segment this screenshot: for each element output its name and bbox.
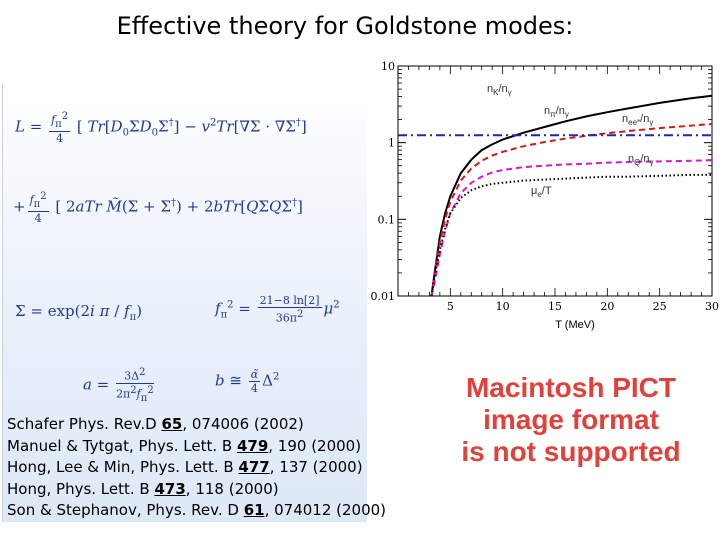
- x-tick-label: 30: [705, 300, 719, 313]
- y-tick-label: 1: [388, 137, 395, 150]
- reference-item: Manuel & Tytgat, Phys. Lett. B 479, 190 …: [7, 436, 362, 455]
- x-axis-label: T (MeV): [555, 319, 595, 331]
- fpi-definition: fπ2 = 21−8 ln[2] 36π2 μ2: [215, 294, 340, 325]
- slide-title: Effective theory for Goldstone modes:: [116, 12, 574, 40]
- reference-item: Schafer Phys. Rev.D 65, 074006 (2002): [7, 415, 304, 433]
- nk-series-line: [430, 94, 713, 297]
- pict-line: Macintosh PICT: [465, 372, 676, 403]
- a-definition: a = 3Δ2 2π2fπ2: [83, 367, 154, 404]
- sigma-definition: Σ = exp(2i π / fπ): [15, 302, 143, 323]
- nq-series-line: [430, 159, 713, 297]
- b-definition: b ≅ α̃ 4 Δ2: [215, 368, 280, 395]
- x-tick-label: 10: [496, 300, 510, 313]
- lagrangian-line-2: + fπ2 4 [ 2aTr M̃(Σ + Σ†) + 2bTr[QΣQΣ†]: [13, 191, 303, 225]
- series-label: μe/T: [531, 185, 552, 199]
- x-tick-label: 25: [653, 300, 667, 313]
- x-tick-label: 15: [548, 300, 562, 313]
- y-tick-label: 10: [381, 60, 395, 73]
- series-label: nπ/nγ: [544, 105, 569, 119]
- y-tick-label: 0.1: [378, 213, 396, 226]
- reference-item: Hong, Lee & Min, Phys. Lett. B 477, 137 …: [7, 458, 363, 476]
- x-tick-label: 5: [447, 300, 454, 313]
- reference-item: Son & Stephanov, Phys. Rev. D 61, 074012…: [7, 501, 387, 519]
- pict-unsupported-notice: Macintosh PICT image format is not suppo…: [436, 372, 706, 468]
- pict-line: image format: [483, 404, 659, 435]
- formula-panel: L = fπ2 4 [ Tr[D0ΣD0Σ†] − v2Tr[∇Σ · ∇Σ†] …: [2, 84, 367, 522]
- series-label: nee*/nγ: [622, 113, 653, 127]
- lagrangian-line-1: L = fπ2 4 [ Tr[D0ΣD0Σ†] − v2Tr[∇Σ · ∇Σ†]: [15, 111, 307, 145]
- npi-series-line: [430, 123, 713, 297]
- plot-frame: [397, 65, 713, 297]
- y-tick-label: 0.01: [371, 290, 396, 303]
- abundance-chart: 0.01 0.1 1 10 5 10 15 20 25 30 T (MeV) nK/nγ nπ/nγ ne…: [371, 60, 720, 331]
- mue-series-line: [430, 173, 712, 297]
- reference-item: Hong, Phys. Lett. B 473, 118 (2000): [7, 479, 279, 498]
- series-label: nQ/nγ: [628, 153, 654, 167]
- x-tick-label: 20: [600, 300, 614, 313]
- series-label: nK/nγ: [487, 83, 512, 97]
- reference-list: Schafer Phys. Rev.D 65, 074006 (2002) Ma…: [7, 414, 386, 522]
- pict-line: is not supported: [461, 436, 681, 467]
